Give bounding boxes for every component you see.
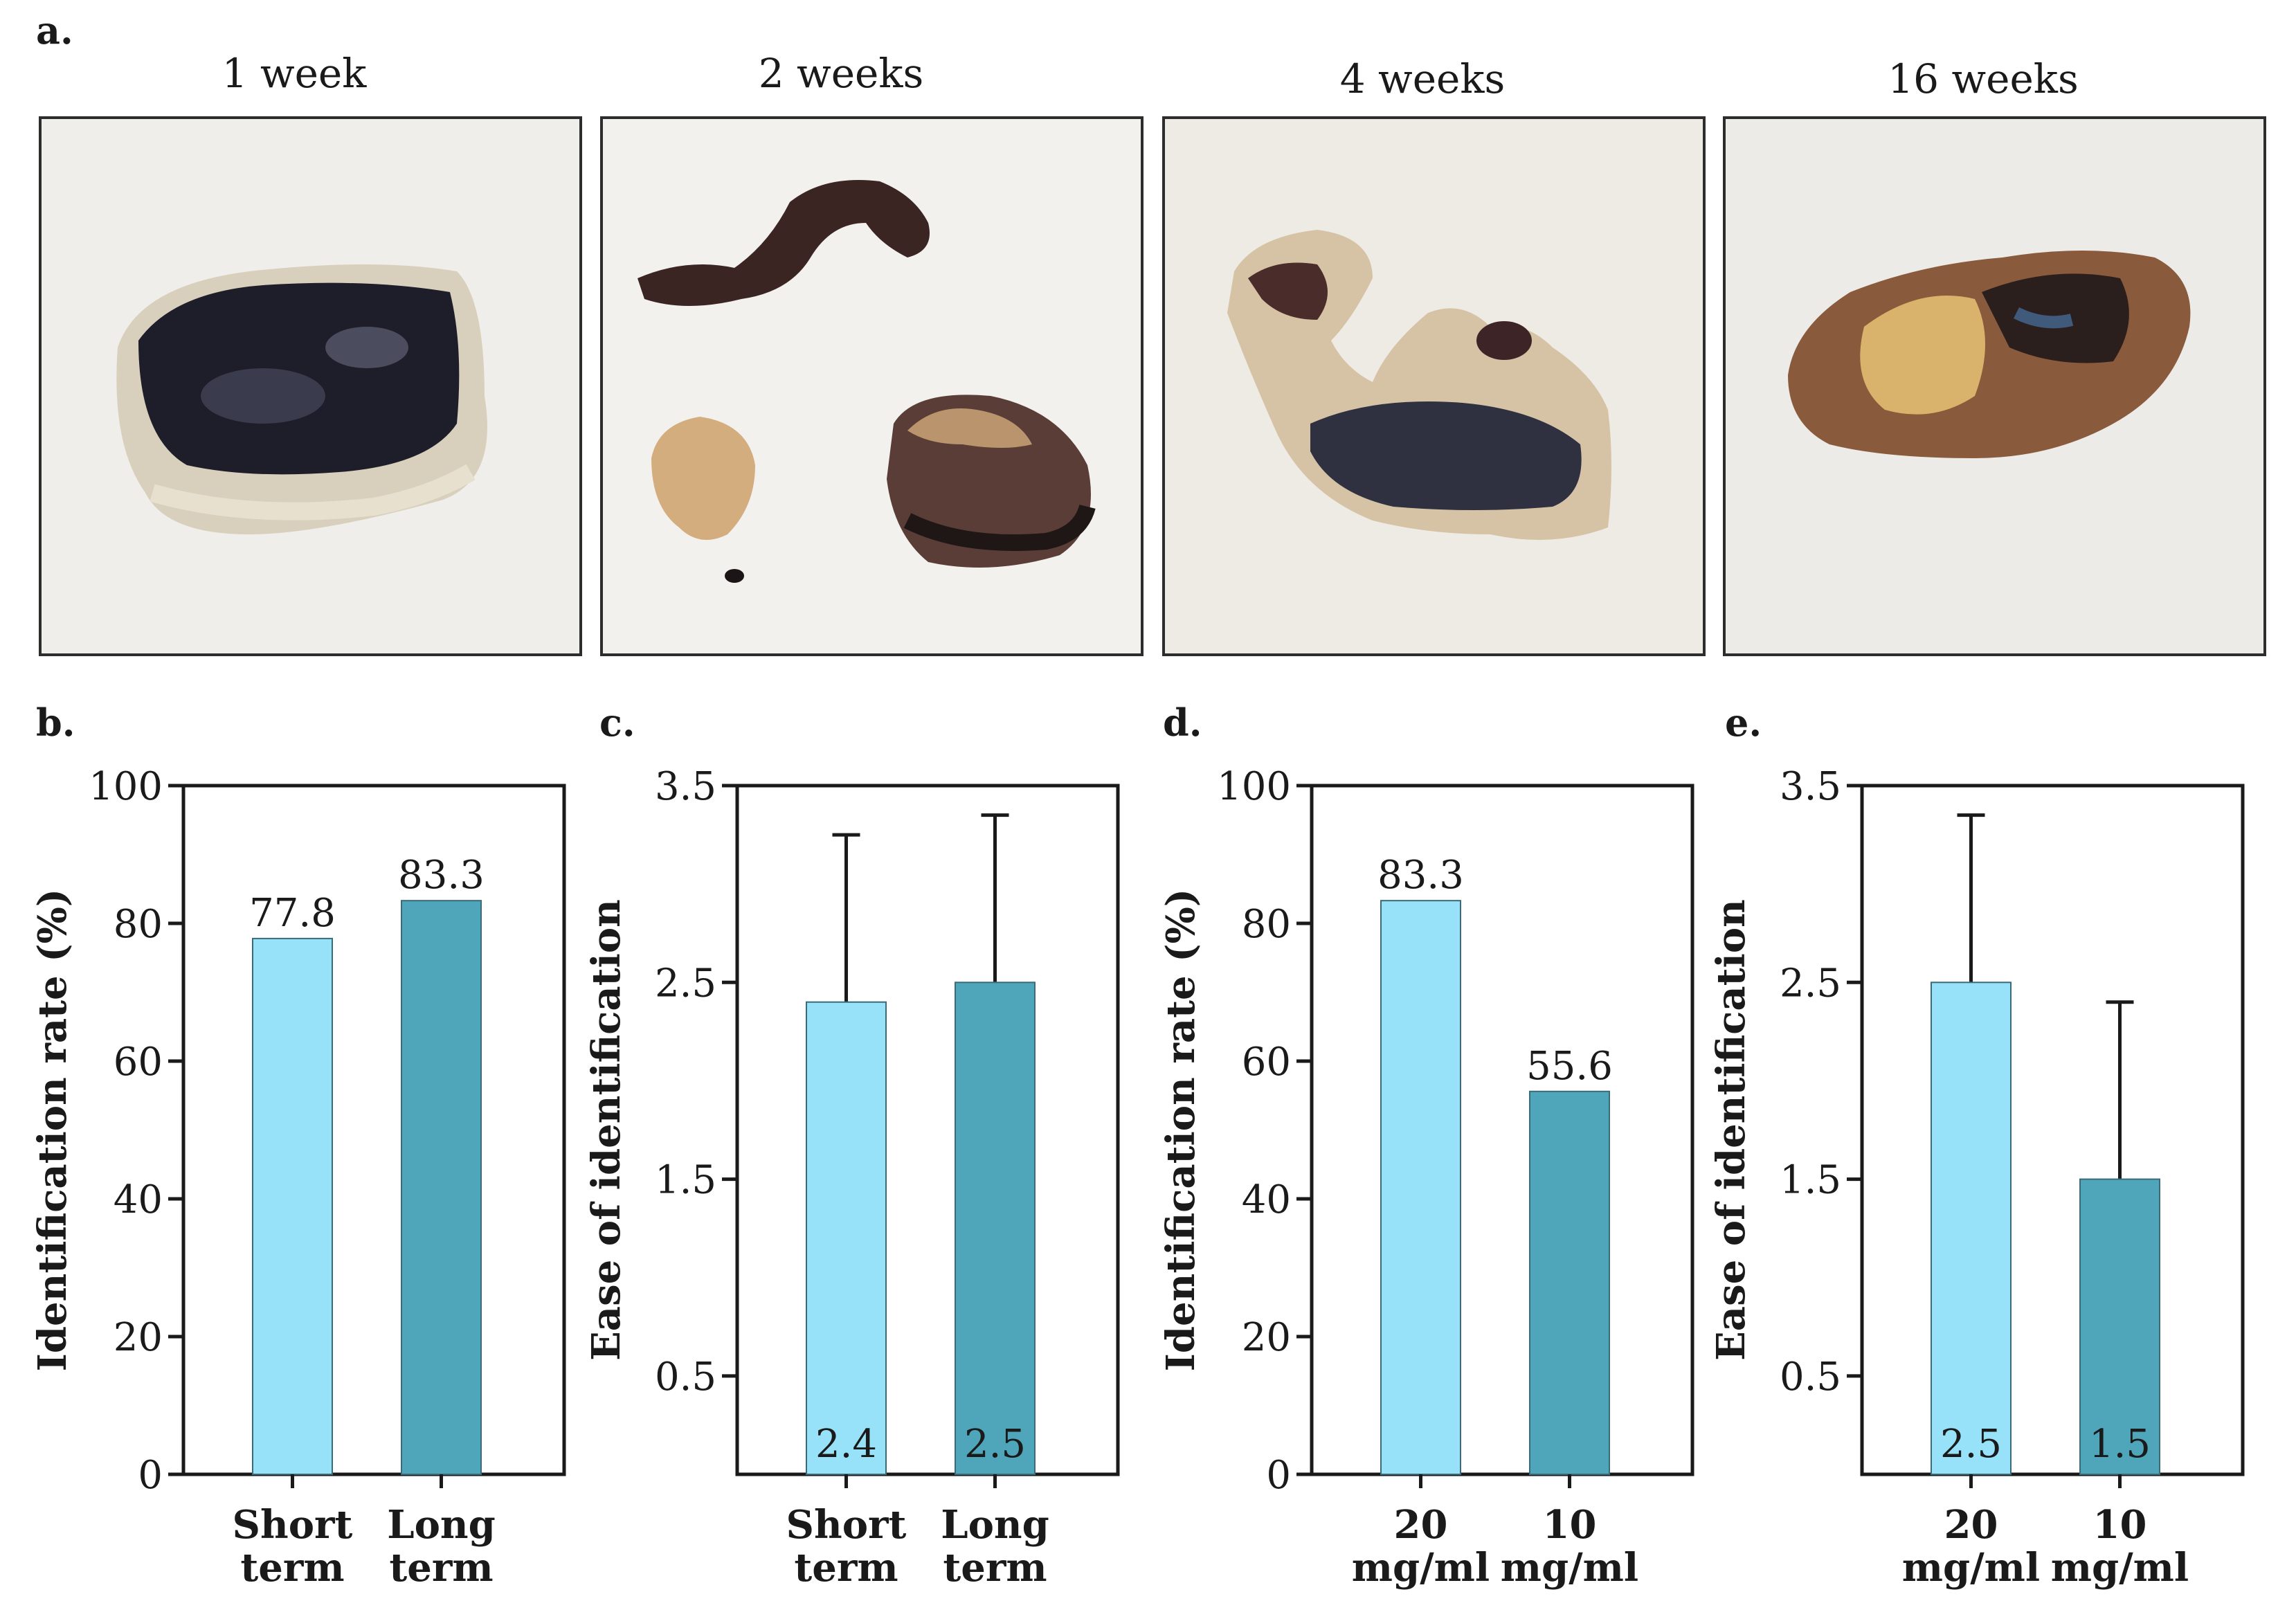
chart-e-ytick-label-3: 3.5 [1780, 764, 1841, 809]
chart-b-ytick-label-3: 60 [114, 1040, 163, 1085]
panel-c-letter: c. [599, 700, 635, 745]
chart-c-category-label-0-line-1: term [794, 1545, 898, 1591]
chart-e-category-label-1-line-0: 10 [2093, 1502, 2147, 1548]
chart-b-ytick-label-4: 80 [114, 902, 163, 947]
chart-d-y-axis-title: Identification rate (%) [1158, 889, 1204, 1372]
panel-a-letter: a. [36, 8, 73, 53]
chart-e-ytick-label-0: 0.5 [1780, 1355, 1841, 1400]
chart-c-y-axis-title: Ease of identification [584, 899, 629, 1361]
chart-d-ytick-label-4: 80 [1242, 902, 1291, 947]
chart-d-category-label-1-line-0: 10 [1543, 1502, 1597, 1548]
chart-d-category-label-0-line-0: 20 [1394, 1502, 1448, 1548]
specimen-photo-4-weeks [1162, 116, 1706, 656]
chart-b-plot-frame [181, 784, 566, 1476]
chart-d-ytick-label-1: 20 [1242, 1315, 1291, 1360]
chart-b-category-label-1-line-1: term [389, 1545, 493, 1591]
chart-d-ytick-label-2: 40 [1242, 1177, 1291, 1222]
chart-c-bar-1 [955, 982, 1036, 1475]
chart-d-category-label-1-line-1: mg/ml [1501, 1545, 1638, 1591]
chart-d-ytick-label-5: 100 [1217, 764, 1291, 809]
chart-b-ytick-label-5: 100 [89, 764, 163, 809]
specimen-photo-2-weeks [600, 116, 1144, 656]
chart-b-ytick-label-2: 40 [114, 1177, 163, 1222]
chart-c-value-label-0: 2.4 [815, 1422, 877, 1467]
chart-e-ytick-label-2: 2.5 [1780, 961, 1841, 1006]
panel-e-letter: e. [1725, 700, 1762, 745]
chart-d-plot-frame [1310, 784, 1694, 1476]
chart-c-ytick-label-3: 3.5 [655, 764, 716, 809]
chart-c-category-label-1-line-0: Long [941, 1502, 1049, 1548]
chart-c-ytick-label-1: 1.5 [655, 1158, 716, 1203]
chart-b-value-label-0: 77.8 [249, 891, 336, 936]
chart-e-category-label-1-line-1: mg/ml [2051, 1545, 2189, 1591]
specimen-photo-16-weeks [1723, 116, 2266, 656]
chart-d-value-label-0: 83.3 [1377, 853, 1464, 898]
chart-e-ytick-label-1: 1.5 [1780, 1158, 1841, 1203]
chart-c-category-label-0-line-0: Short [786, 1502, 907, 1548]
chart-d-category-label-0-line-1: mg/ml [1352, 1545, 1490, 1591]
chart-c-category-label-1-line-1: term [943, 1545, 1047, 1591]
specimen-photo-1-week [39, 116, 582, 656]
chart-b-category-label-0-line-0: Short [233, 1502, 353, 1548]
photo-title-4-weeks: 4 weeks [1339, 55, 1506, 102]
chart-e-y-axis-title: Ease of identification [1708, 899, 1754, 1361]
panel-b-letter: b. [36, 700, 75, 745]
chart-c-plot-frame [735, 784, 1120, 1476]
chart-d-ytick-label-0: 0 [1266, 1453, 1291, 1498]
chart-d-bar-0 [1380, 900, 1461, 1476]
chart-c-ytick-label-2: 2.5 [655, 961, 716, 1006]
chart-c-value-label-1: 2.5 [964, 1422, 1026, 1467]
chart-b-value-label-1: 83.3 [398, 853, 485, 898]
panel-d-letter: d. [1163, 700, 1202, 745]
chart-d-value-label-1: 55.6 [1526, 1044, 1613, 1089]
chart-c-ytick-label-0: 0.5 [655, 1355, 716, 1400]
chart-b-ytick-label-0: 0 [138, 1453, 163, 1498]
photo-title-1-week: 1 week [222, 50, 367, 97]
chart-e-bar-1 [2079, 1178, 2160, 1475]
chart-b-bar-1 [401, 900, 482, 1476]
chart-e-plot-frame [1860, 784, 2245, 1476]
chart-b-ytick-label-1: 20 [114, 1315, 163, 1360]
chart-e-category-label-0-line-1: mg/ml [1902, 1545, 2040, 1591]
chart-d-ytick-label-3: 60 [1242, 1040, 1291, 1085]
chart-b-bar-0 [252, 937, 333, 1475]
chart-b-category-label-0-line-1: term [240, 1545, 344, 1591]
photo-title-16-weeks: 16 weeks [1888, 55, 2079, 102]
chart-d-bar-1 [1529, 1090, 1610, 1475]
photo-title-2-weeks: 2 weeks [758, 50, 924, 97]
chart-e-value-label-0: 2.5 [1940, 1422, 2002, 1467]
chart-b-category-label-1-line-0: Long [387, 1502, 496, 1548]
chart-e-category-label-0-line-0: 20 [1944, 1502, 1998, 1548]
chart-b-y-axis-title: Identification rate (%) [30, 889, 75, 1372]
chart-c-bar-0 [806, 1001, 887, 1475]
chart-e-bar-0 [1931, 982, 2012, 1475]
chart-e-value-label-1: 1.5 [2089, 1422, 2151, 1467]
